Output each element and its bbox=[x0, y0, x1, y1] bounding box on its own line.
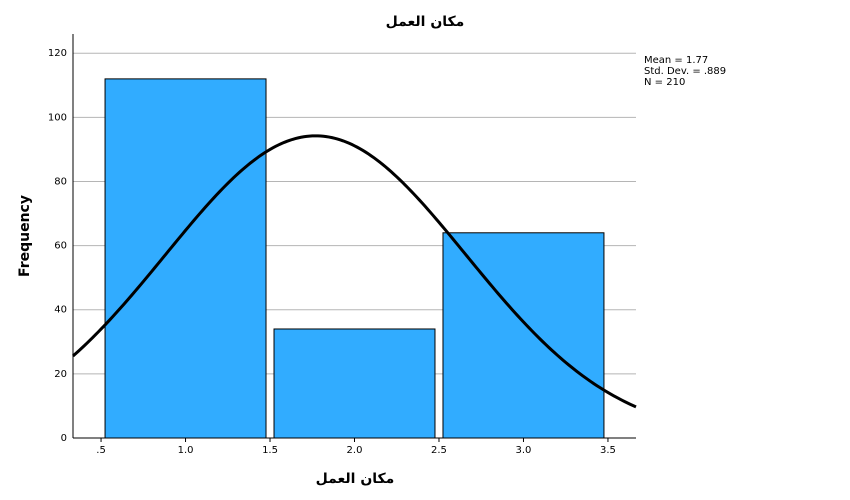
chart-title: مكان العمل bbox=[386, 14, 465, 30]
bar bbox=[273, 328, 436, 439]
y-tick-label: 120 bbox=[48, 48, 67, 59]
bar bbox=[104, 78, 267, 439]
x-axis-label: مكان العمل bbox=[316, 471, 395, 487]
x-tick-label: 2.5 bbox=[431, 445, 447, 456]
x-tick-label: 3.5 bbox=[600, 445, 616, 456]
stats-label: Mean = 1.77 bbox=[644, 55, 708, 66]
x-tick-label: 2.0 bbox=[347, 445, 363, 456]
x-tick-label: 3.0 bbox=[516, 445, 532, 456]
y-tick-label: 100 bbox=[48, 112, 67, 123]
x-tick-label: 1.5 bbox=[262, 445, 278, 456]
bar bbox=[442, 232, 605, 439]
y-tick-label: 40 bbox=[54, 305, 67, 316]
normal-curve bbox=[72, 134, 637, 409]
y-tick-label: 80 bbox=[54, 176, 67, 187]
stats-label: Std. Dev. = .889 bbox=[644, 66, 726, 77]
x-tick-label: 1.0 bbox=[178, 445, 194, 456]
x-tick-label: .5 bbox=[96, 445, 106, 456]
stats-label: N = 210 bbox=[644, 77, 685, 88]
y-tick-label: 20 bbox=[54, 369, 67, 380]
y-axis-label: Frequency bbox=[17, 195, 33, 277]
y-tick-label: 0 bbox=[61, 433, 67, 444]
y-tick-label: 60 bbox=[54, 241, 67, 252]
